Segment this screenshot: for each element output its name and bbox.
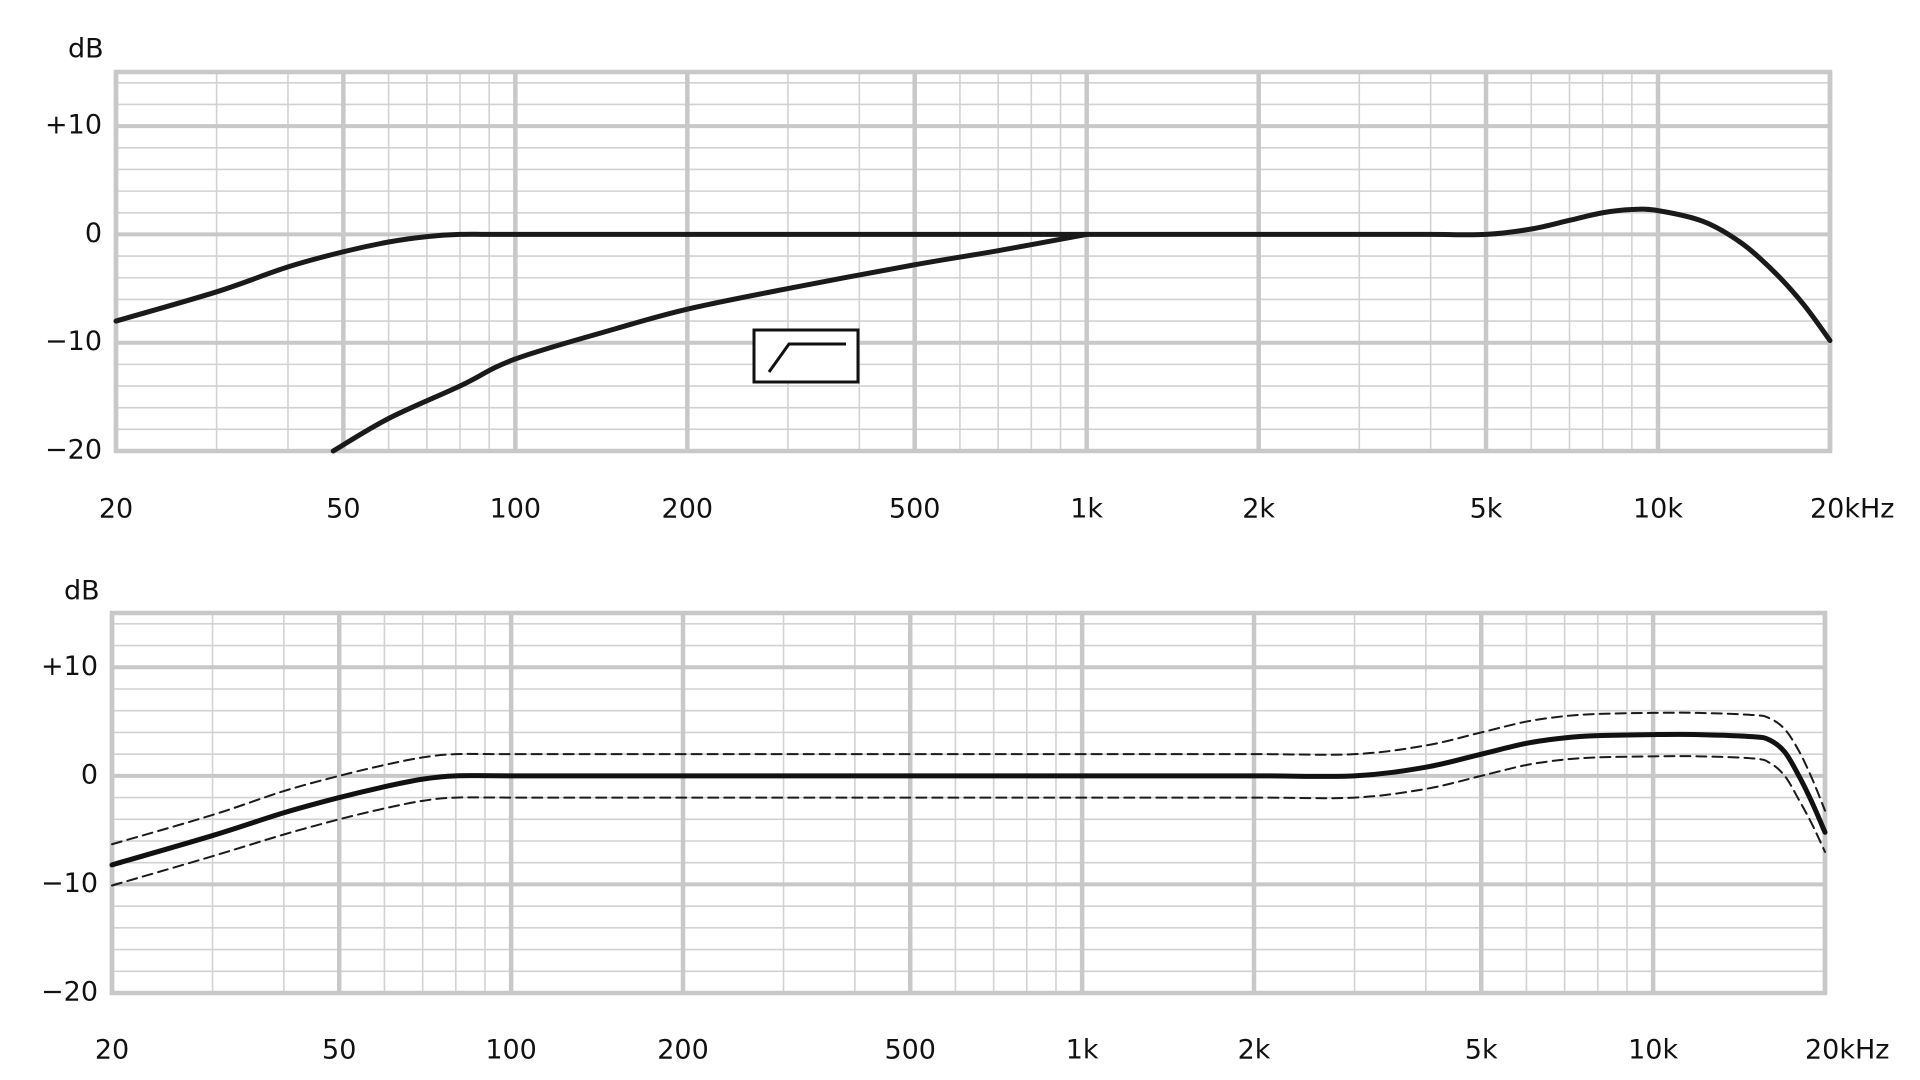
x-tick-label: 20 bbox=[95, 1035, 129, 1066]
y-tick-label: −20 bbox=[45, 435, 102, 466]
y-tick-label: +10 bbox=[45, 110, 102, 141]
x-tick-label: 5k bbox=[1465, 1035, 1498, 1066]
x-tick-label: 500 bbox=[889, 494, 941, 525]
x-tick-label: 500 bbox=[884, 1035, 936, 1066]
y-tick-label: 0 bbox=[85, 218, 102, 249]
tolerance-line bbox=[111, 755, 1826, 887]
x-tick-label: 20kHz bbox=[1805, 1035, 1889, 1066]
x-tick-label: 2k bbox=[1242, 494, 1275, 525]
x-tick-label: 5k bbox=[1470, 494, 1503, 525]
x-tick-label: 50 bbox=[326, 494, 360, 525]
y-tick-label: +10 bbox=[41, 651, 98, 682]
x-tick-label: 200 bbox=[657, 1035, 709, 1066]
y-tick-label: −10 bbox=[45, 326, 102, 357]
icon-symbol bbox=[767, 342, 846, 373]
tolerance-line bbox=[111, 711, 1826, 846]
x-tick-label: 100 bbox=[485, 1035, 537, 1066]
x-tick-label: 20 bbox=[99, 494, 133, 525]
x-tick-label: 100 bbox=[490, 494, 542, 525]
response-line bbox=[113, 206, 1833, 344]
icon-frame bbox=[752, 328, 860, 384]
x-tick-label: 2k bbox=[1238, 1035, 1271, 1066]
x-tick-label: 1k bbox=[1066, 1035, 1099, 1066]
response-line bbox=[330, 231, 1090, 454]
x-tick-label: 200 bbox=[662, 494, 714, 525]
y-axis-label: dB bbox=[68, 34, 104, 65]
x-tick-label: 10k bbox=[1633, 494, 1683, 525]
x-tick-label: 50 bbox=[322, 1035, 356, 1066]
y-tick-label: −10 bbox=[41, 868, 98, 899]
low-cut-icon bbox=[752, 328, 860, 384]
x-tick-label: 1k bbox=[1070, 494, 1103, 525]
plot-frame bbox=[109, 610, 1828, 996]
y-tick-label: −20 bbox=[41, 977, 98, 1008]
response-line bbox=[109, 731, 1828, 868]
y-axis-label: dB bbox=[64, 576, 100, 607]
x-tick-label: 10k bbox=[1628, 1035, 1678, 1066]
y-tick-label: 0 bbox=[81, 759, 98, 790]
plot-frame bbox=[113, 69, 1833, 454]
x-tick-label: 20kHz bbox=[1810, 494, 1894, 525]
